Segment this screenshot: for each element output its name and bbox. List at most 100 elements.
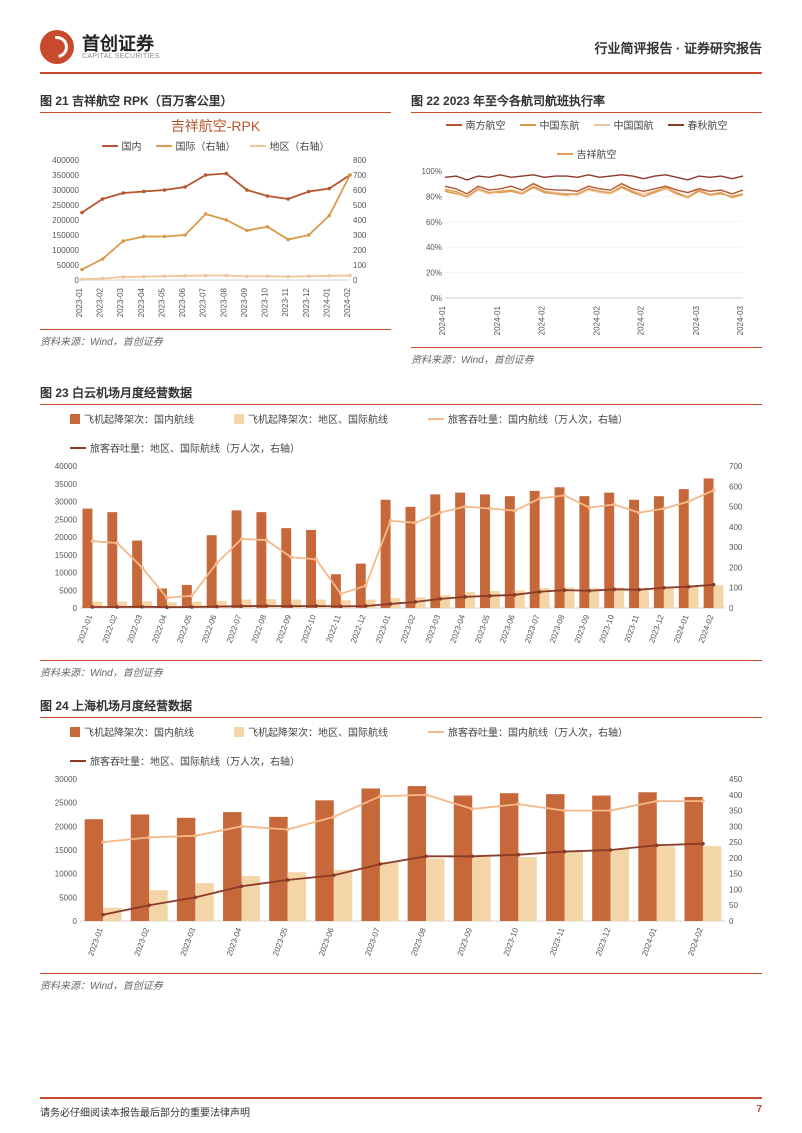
legend-item: 飞机起降架次：地区、国际航线: [234, 411, 388, 426]
svg-text:80%: 80%: [426, 192, 442, 201]
svg-text:100: 100: [353, 261, 367, 270]
svg-text:0: 0: [75, 276, 80, 285]
logo-icon: [40, 30, 74, 64]
svg-text:5000: 5000: [59, 586, 77, 595]
chart-22-legend: 南方航空中国东航 中国国航 春秋航空吉祥航空: [411, 115, 762, 163]
svg-text:400: 400: [729, 523, 743, 532]
chart-21-svg: 0500001000001500002000002500003000003500…: [40, 155, 380, 325]
svg-text:10000: 10000: [55, 870, 78, 879]
legend-label: 春秋航空: [688, 117, 728, 132]
svg-text:15000: 15000: [55, 846, 78, 855]
svg-text:2023-06: 2023-06: [498, 613, 517, 644]
svg-text:2023-06: 2023-06: [178, 287, 187, 317]
svg-text:25000: 25000: [55, 799, 78, 808]
legend-item: 春秋航空: [668, 117, 728, 132]
chart-23-source: 资料来源：Wind，首创证券: [40, 660, 762, 679]
chart-24-legend: 飞机起降架次：国内航线飞机起降架次：地区、国际航线旅客吞吐量：国内航线（万人次，…: [40, 720, 762, 772]
svg-text:2022-10: 2022-10: [299, 613, 318, 644]
svg-text:600: 600: [729, 482, 743, 491]
legend-item: 旅客吞吐量：地区、国际航线（万人次，右轴）: [70, 440, 300, 455]
legend-item: 国际（右轴）: [156, 138, 236, 153]
legend-item: 地区（右轴）: [250, 138, 330, 153]
svg-text:2024-01: 2024-01: [438, 305, 447, 335]
chart-22-container: 图 22 2023 年至今各航司航班执行率 南方航空中国东航 中国国航 春秋航空吉祥…: [411, 92, 762, 366]
svg-text:100: 100: [729, 584, 743, 593]
svg-text:2023-12: 2023-12: [594, 926, 613, 957]
svg-text:2024-02: 2024-02: [537, 305, 546, 335]
svg-text:25000: 25000: [55, 515, 78, 524]
legend-label: 国内: [122, 138, 142, 153]
svg-text:2023-01: 2023-01: [75, 287, 84, 317]
legend-swatch: [70, 414, 80, 424]
svg-text:2023-03: 2023-03: [179, 926, 198, 957]
legend-swatch: [428, 731, 444, 733]
svg-text:2024-01: 2024-01: [322, 287, 331, 317]
legend-item: 吉祥航空: [557, 146, 617, 161]
svg-text:2023-04: 2023-04: [225, 926, 244, 957]
svg-text:500: 500: [729, 503, 743, 512]
svg-text:2023-10: 2023-10: [502, 926, 521, 957]
legend-item: 旅客吞吐量：国内航线（万人次，右轴）: [428, 724, 628, 739]
footer-disclaimer: 请务必仔细阅读本报告最后部分的重要法律声明: [40, 1104, 250, 1119]
legend-swatch: [234, 727, 244, 737]
legend-label: 地区（右轴）: [270, 138, 330, 153]
svg-text:2023-04: 2023-04: [448, 613, 467, 644]
svg-text:500: 500: [353, 201, 367, 210]
legend-label: 旅客吞吐量：地区、国际航线（万人次，右轴）: [90, 440, 300, 455]
legend-swatch: [102, 145, 118, 147]
legend-swatch: [557, 153, 573, 155]
chart-24-source: 资料来源：Wind，首创证券: [40, 973, 762, 992]
svg-text:2023-07: 2023-07: [199, 287, 208, 317]
legend-label: 飞机起降架次：国内航线: [84, 411, 194, 426]
svg-text:2024-01: 2024-01: [640, 926, 659, 957]
legend-label: 中国国航: [614, 117, 654, 132]
chart-21-source: 资料来源：Wind，首创证券: [40, 329, 391, 348]
svg-text:2022-12: 2022-12: [349, 613, 368, 644]
svg-text:2023-10: 2023-10: [598, 613, 617, 644]
svg-text:30000: 30000: [55, 775, 78, 784]
legend-swatch: [234, 414, 244, 424]
fig-24-title: 图 24 上海机场月度经营数据: [40, 697, 762, 718]
legend-swatch: [156, 145, 172, 147]
svg-text:2022-06: 2022-06: [200, 613, 219, 644]
legend-swatch: [70, 727, 80, 737]
charts-row-1: 图 21 吉祥航空 RPK（百万客公里） 吉祥航空-RPK 国内国际（右轴）地区…: [40, 92, 762, 366]
svg-text:2023-02: 2023-02: [399, 613, 418, 644]
svg-text:2023-10: 2023-10: [261, 287, 270, 317]
svg-text:350: 350: [729, 807, 743, 816]
svg-text:2023-07: 2023-07: [523, 613, 542, 644]
svg-text:700: 700: [729, 462, 743, 471]
fig-22-title: 图 22 2023 年至今各航司航班执行率: [411, 92, 762, 113]
svg-text:2024-02: 2024-02: [343, 287, 352, 317]
svg-text:250000: 250000: [52, 201, 79, 210]
svg-text:300: 300: [353, 231, 367, 240]
svg-text:200: 200: [353, 246, 367, 255]
svg-text:2023-02: 2023-02: [133, 926, 152, 957]
svg-text:2023-12: 2023-12: [302, 287, 311, 317]
legend-item: 中国东航: [520, 117, 580, 132]
svg-text:2022-04: 2022-04: [150, 613, 169, 644]
legend-swatch: [428, 418, 444, 420]
svg-text:2023-09: 2023-09: [456, 926, 475, 957]
legend-item: 南方航空: [446, 117, 506, 132]
svg-text:2024-02: 2024-02: [593, 305, 602, 335]
svg-text:400: 400: [353, 216, 367, 225]
svg-text:250: 250: [729, 838, 743, 847]
fig-23-title: 图 23 白云机场月度经营数据: [40, 384, 762, 405]
chart-21-container: 图 21 吉祥航空 RPK（百万客公里） 吉祥航空-RPK 国内国际（右轴）地区…: [40, 92, 391, 366]
svg-text:2023-02: 2023-02: [96, 287, 105, 317]
legend-label: 飞机起降架次：地区、国际航线: [248, 411, 388, 426]
fig-21-title: 图 21 吉祥航空 RPK（百万客公里）: [40, 92, 391, 113]
svg-text:200: 200: [729, 854, 743, 863]
svg-text:150000: 150000: [52, 231, 79, 240]
svg-text:20000: 20000: [55, 822, 78, 831]
svg-text:2024-02: 2024-02: [686, 926, 705, 957]
svg-text:2023-03: 2023-03: [116, 287, 125, 317]
svg-text:5000: 5000: [59, 893, 77, 902]
svg-text:30000: 30000: [55, 498, 78, 507]
svg-text:700: 700: [353, 171, 367, 180]
legend-swatch: [594, 124, 610, 126]
svg-text:0: 0: [729, 604, 734, 613]
svg-text:60%: 60%: [426, 218, 442, 227]
svg-text:0: 0: [73, 917, 78, 926]
